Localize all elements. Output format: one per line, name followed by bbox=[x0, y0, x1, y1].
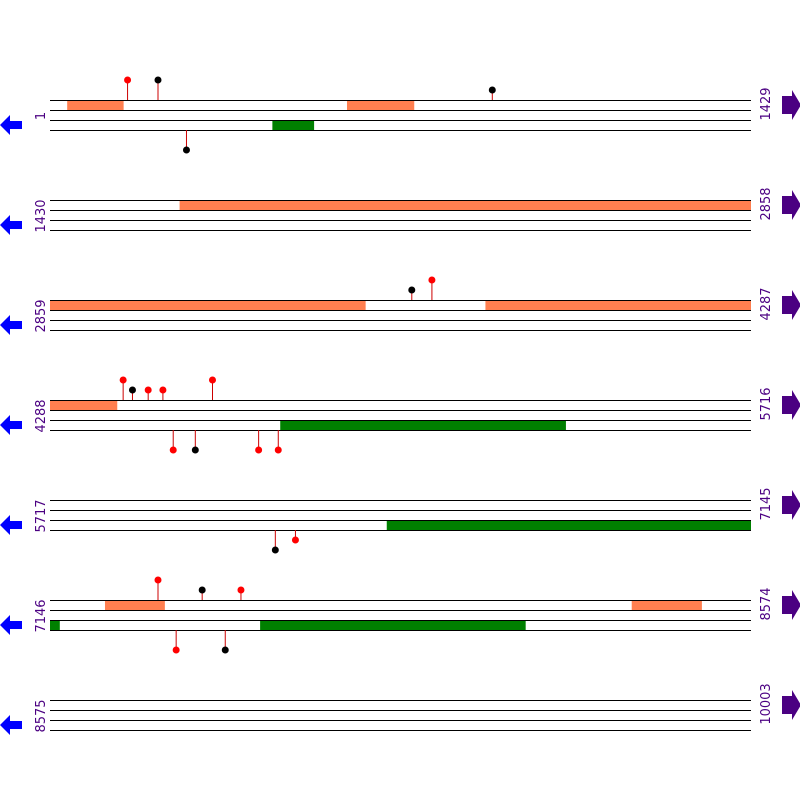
row-end-label: 7145 bbox=[759, 487, 774, 520]
site-marker-black bbox=[182, 146, 190, 154]
reverse-feature bbox=[272, 120, 315, 130]
row-start-label: 1430 bbox=[34, 199, 49, 232]
site-marker-black bbox=[221, 646, 229, 654]
site-marker-red bbox=[237, 586, 245, 594]
site-marker-red bbox=[208, 376, 216, 384]
reverse-feature bbox=[260, 620, 526, 630]
site-marker-black bbox=[408, 286, 416, 294]
site-marker-black bbox=[191, 446, 199, 454]
purple-right-arrow-icon bbox=[782, 90, 800, 120]
site-marker-black bbox=[154, 76, 162, 84]
track-row-6: 7146 8574 bbox=[0, 576, 800, 654]
forward-feature bbox=[346, 100, 415, 110]
row-start-label: 7146 bbox=[34, 599, 49, 632]
blue-left-arrow-icon bbox=[0, 715, 22, 735]
track-row-5: 5717 7145 bbox=[0, 487, 800, 554]
reverse-feature bbox=[280, 420, 566, 430]
row-end-label: 8574 bbox=[759, 587, 774, 620]
forward-feature bbox=[104, 600, 165, 610]
reverse-feature bbox=[50, 620, 60, 630]
forward-feature bbox=[50, 400, 118, 410]
forward-feature bbox=[67, 100, 124, 110]
site-marker-black bbox=[128, 386, 136, 394]
track-row-2: 1430 2858 bbox=[0, 187, 800, 235]
row-end-label: 4287 bbox=[759, 287, 774, 320]
forward-feature bbox=[50, 300, 366, 310]
purple-right-arrow-icon bbox=[782, 590, 800, 620]
purple-right-arrow-icon bbox=[782, 390, 800, 420]
forward-feature bbox=[485, 300, 751, 310]
site-marker-red bbox=[172, 646, 180, 654]
track-row-7: 8575 10003 bbox=[0, 683, 800, 735]
site-marker-red bbox=[144, 386, 152, 394]
purple-right-arrow-icon bbox=[782, 690, 800, 720]
forward-feature bbox=[631, 600, 702, 610]
row-start-label: 4288 bbox=[34, 399, 49, 432]
purple-right-arrow-icon bbox=[782, 490, 800, 520]
row-start-label: 1 bbox=[34, 112, 49, 120]
site-marker-red bbox=[124, 76, 132, 84]
blue-left-arrow-icon bbox=[0, 215, 22, 235]
site-marker-red bbox=[159, 386, 167, 394]
site-marker-black bbox=[271, 546, 279, 554]
site-marker-black bbox=[488, 86, 496, 94]
row-start-label: 2859 bbox=[34, 299, 49, 332]
row-start-label: 5717 bbox=[34, 499, 49, 532]
blue-left-arrow-icon bbox=[0, 415, 22, 435]
row-end-label: 1429 bbox=[759, 87, 774, 120]
purple-right-arrow-icon bbox=[782, 290, 800, 320]
site-marker-red bbox=[119, 376, 127, 384]
blue-left-arrow-icon bbox=[0, 515, 22, 535]
blue-left-arrow-icon bbox=[0, 115, 22, 135]
site-marker-black bbox=[198, 586, 206, 594]
track-row-4: 4288 5716 bbox=[0, 376, 800, 454]
site-marker-red bbox=[154, 576, 162, 584]
forward-feature bbox=[179, 200, 752, 210]
purple-right-arrow-icon bbox=[782, 190, 800, 220]
site-marker-red bbox=[255, 446, 263, 454]
site-marker-red bbox=[428, 276, 436, 284]
row-end-label: 10003 bbox=[759, 683, 774, 724]
site-marker-red bbox=[291, 536, 299, 544]
blue-left-arrow-icon bbox=[0, 315, 22, 335]
reverse-feature bbox=[386, 520, 751, 530]
site-marker-red bbox=[274, 446, 282, 454]
track-row-1: 1 1429 bbox=[0, 76, 800, 154]
row-end-label: 2858 bbox=[759, 187, 774, 220]
track-row-3: 2859 4287 bbox=[0, 276, 800, 335]
row-start-label: 8575 bbox=[34, 699, 49, 732]
site-marker-red bbox=[169, 446, 177, 454]
blue-left-arrow-icon bbox=[0, 615, 22, 635]
row-end-label: 5716 bbox=[759, 387, 774, 420]
